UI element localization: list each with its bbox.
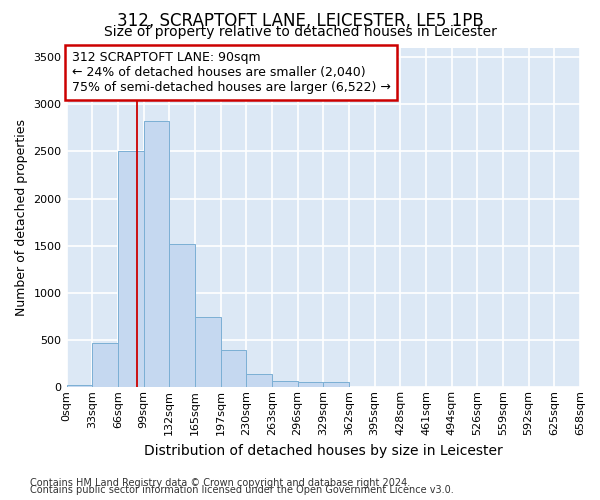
Bar <box>143 121 169 388</box>
Text: 312, SCRAPTOFT LANE, LEICESTER, LE5 1PB: 312, SCRAPTOFT LANE, LEICESTER, LE5 1PB <box>116 12 484 30</box>
Bar <box>298 382 323 388</box>
Text: Contains public sector information licensed under the Open Government Licence v3: Contains public sector information licen… <box>30 485 454 495</box>
Bar <box>246 374 272 388</box>
Text: Size of property relative to detached houses in Leicester: Size of property relative to detached ho… <box>104 25 496 39</box>
Bar <box>221 350 246 388</box>
X-axis label: Distribution of detached houses by size in Leicester: Distribution of detached houses by size … <box>144 444 503 458</box>
Bar <box>169 244 195 388</box>
Bar <box>67 386 92 388</box>
Y-axis label: Number of detached properties: Number of detached properties <box>15 119 28 316</box>
Bar <box>323 382 349 388</box>
Bar <box>272 380 298 388</box>
Text: 312 SCRAPTOFT LANE: 90sqm
← 24% of detached houses are smaller (2,040)
75% of se: 312 SCRAPTOFT LANE: 90sqm ← 24% of detac… <box>71 51 391 94</box>
Bar <box>118 152 143 388</box>
Bar <box>92 343 118 388</box>
Text: Contains HM Land Registry data © Crown copyright and database right 2024.: Contains HM Land Registry data © Crown c… <box>30 478 410 488</box>
Bar <box>195 318 221 388</box>
